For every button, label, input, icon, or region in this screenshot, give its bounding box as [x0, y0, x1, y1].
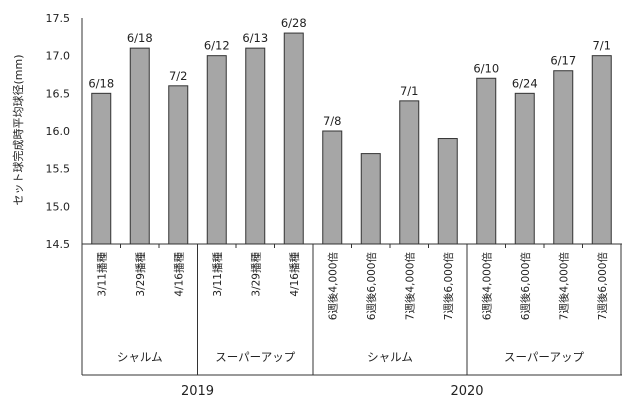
category-label: 6週後4,000倍: [480, 252, 493, 321]
bar: [437, 138, 458, 245]
group-labels: シャルム スーパーアップ シャルム スーパーアップ: [117, 350, 585, 364]
data-label: 6/18: [88, 76, 114, 90]
axes: [81, 18, 622, 376]
category-label: 3/11播種: [211, 252, 224, 297]
category-label: 7週後4,000倍: [403, 252, 416, 321]
data-label: 7/1: [592, 39, 611, 53]
bar: [129, 47, 150, 245]
category-label: 6週後6,000倍: [365, 252, 378, 321]
year-label: 2020: [450, 384, 483, 399]
category-label: 7週後6,000倍: [442, 252, 455, 321]
year-label: 2019: [181, 384, 214, 399]
bar: [168, 85, 189, 245]
bars: [91, 32, 612, 245]
y-tick-label: 17.5: [46, 12, 71, 25]
bar: [360, 153, 381, 245]
data-label: 6/13: [242, 31, 268, 45]
category-label: 7週後4,000倍: [557, 252, 570, 321]
bar: [245, 47, 266, 245]
bar: [553, 70, 574, 245]
data-labels: 6/18 6/18 7/2 6/12 6/13 6/28 7/8 7/1 6/10 6/24 6/1…: [88, 16, 611, 128]
category-label: 4/16播種: [172, 252, 185, 297]
y-tick-label: 16.5: [46, 87, 71, 100]
data-label: 6/17: [550, 54, 576, 68]
y-tick-label: 15.0: [46, 200, 71, 213]
y-tick-label: 15.5: [46, 163, 71, 176]
data-label: 6/12: [204, 39, 230, 53]
bar: [399, 100, 420, 245]
year-labels: 2019 2020: [181, 384, 484, 399]
category-labels: 3/11播種 3/29播種 4/16播種 3/11播種 3/29播種 4/16播種 6週後4…: [95, 252, 609, 321]
category-label: 3/11播種: [95, 252, 108, 297]
bar: [476, 77, 497, 245]
bar: [514, 92, 535, 245]
y-tick-label: 17.0: [46, 50, 71, 63]
group-label: シャルム: [117, 350, 163, 364]
data-label: 6/10: [473, 61, 499, 75]
y-tick-label: 16.0: [46, 125, 71, 138]
y-tick-label: 14.5: [46, 238, 71, 251]
data-label: 6/28: [281, 16, 307, 30]
data-label: 6/24: [512, 76, 538, 90]
category-label: 6週後4,000倍: [326, 252, 339, 321]
bar: [283, 32, 304, 245]
group-label: スーパーアップ: [215, 350, 295, 364]
bar: [322, 130, 343, 245]
data-label: 7/2: [169, 69, 188, 83]
data-label: 6/18: [127, 31, 153, 45]
bar: [206, 55, 227, 245]
group-label: スーパーアップ: [504, 350, 584, 364]
group-label: シャルム: [367, 350, 413, 364]
data-label: 7/1: [400, 84, 419, 98]
category-label: 3/29播種: [249, 252, 262, 297]
y-axis-ticks: 14.5 15.0 15.5 16.0 16.5 17.0 17.5: [46, 12, 71, 251]
category-label: 4/16播種: [288, 252, 301, 297]
y-axis-label: セット球完成時平均球径(mm): [11, 54, 25, 205]
category-label: 3/29播種: [134, 252, 147, 297]
category-label: 7週後6,000倍: [596, 252, 609, 321]
category-label: 6週後6,000倍: [519, 252, 532, 321]
data-label: 7/8: [323, 114, 342, 128]
bar: [91, 92, 112, 245]
bar: [591, 55, 612, 245]
